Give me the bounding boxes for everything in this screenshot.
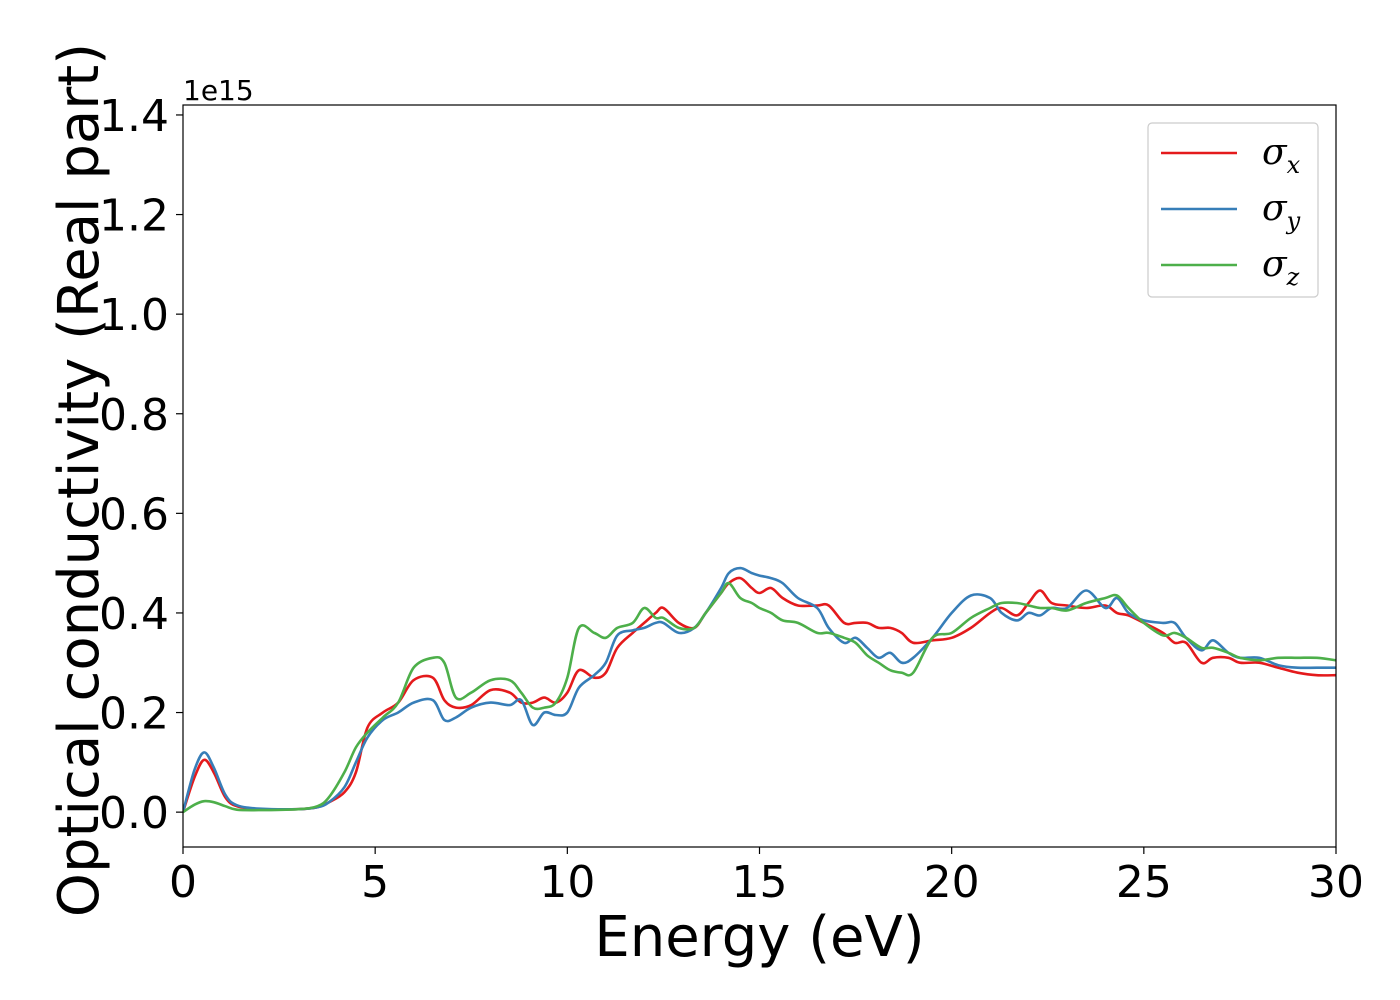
- x-tick-label: 30: [1308, 857, 1364, 908]
- y-tick-label: 0.8: [99, 390, 169, 441]
- series-line-sigma-x: [183, 576, 1336, 813]
- x-axis: 0 5 10 15 20 25 30: [169, 847, 1364, 908]
- series-line-sigma-y: [183, 566, 1336, 813]
- x-tick-label: 25: [1116, 857, 1172, 908]
- y-axis: 0.0 0.2 0.4 0.6 0.8 1.0 1.2 1.4: [99, 91, 183, 839]
- y-tick-label: 0.2: [99, 689, 169, 740]
- x-axis-label: Energy (eV): [594, 905, 924, 970]
- x-tick-label: 10: [539, 857, 595, 908]
- legend-label-sigma-z: σz: [1262, 244, 1300, 291]
- x-tick-label: 15: [732, 857, 788, 908]
- y-tick-label: 0.6: [99, 489, 169, 540]
- y-tick-label: 0.0: [99, 788, 169, 839]
- x-tick-label: 20: [924, 857, 980, 908]
- legend-label-sigma-y: σy: [1262, 188, 1301, 235]
- y-tick-label: 1.4: [99, 91, 169, 142]
- y-tick-label: 0.4: [99, 589, 169, 640]
- series-layer: [183, 566, 1336, 814]
- series-line-sigma-z: [183, 581, 1336, 814]
- y-axis-label: Optical conductivity (Real part): [47, 43, 112, 917]
- y-tick-label: 1.0: [99, 290, 169, 341]
- y-offset-label: 1e15: [183, 74, 254, 107]
- x-tick-label: 0: [169, 857, 197, 908]
- x-tick-label: 5: [361, 857, 389, 908]
- y-tick-label: 1.2: [99, 191, 169, 242]
